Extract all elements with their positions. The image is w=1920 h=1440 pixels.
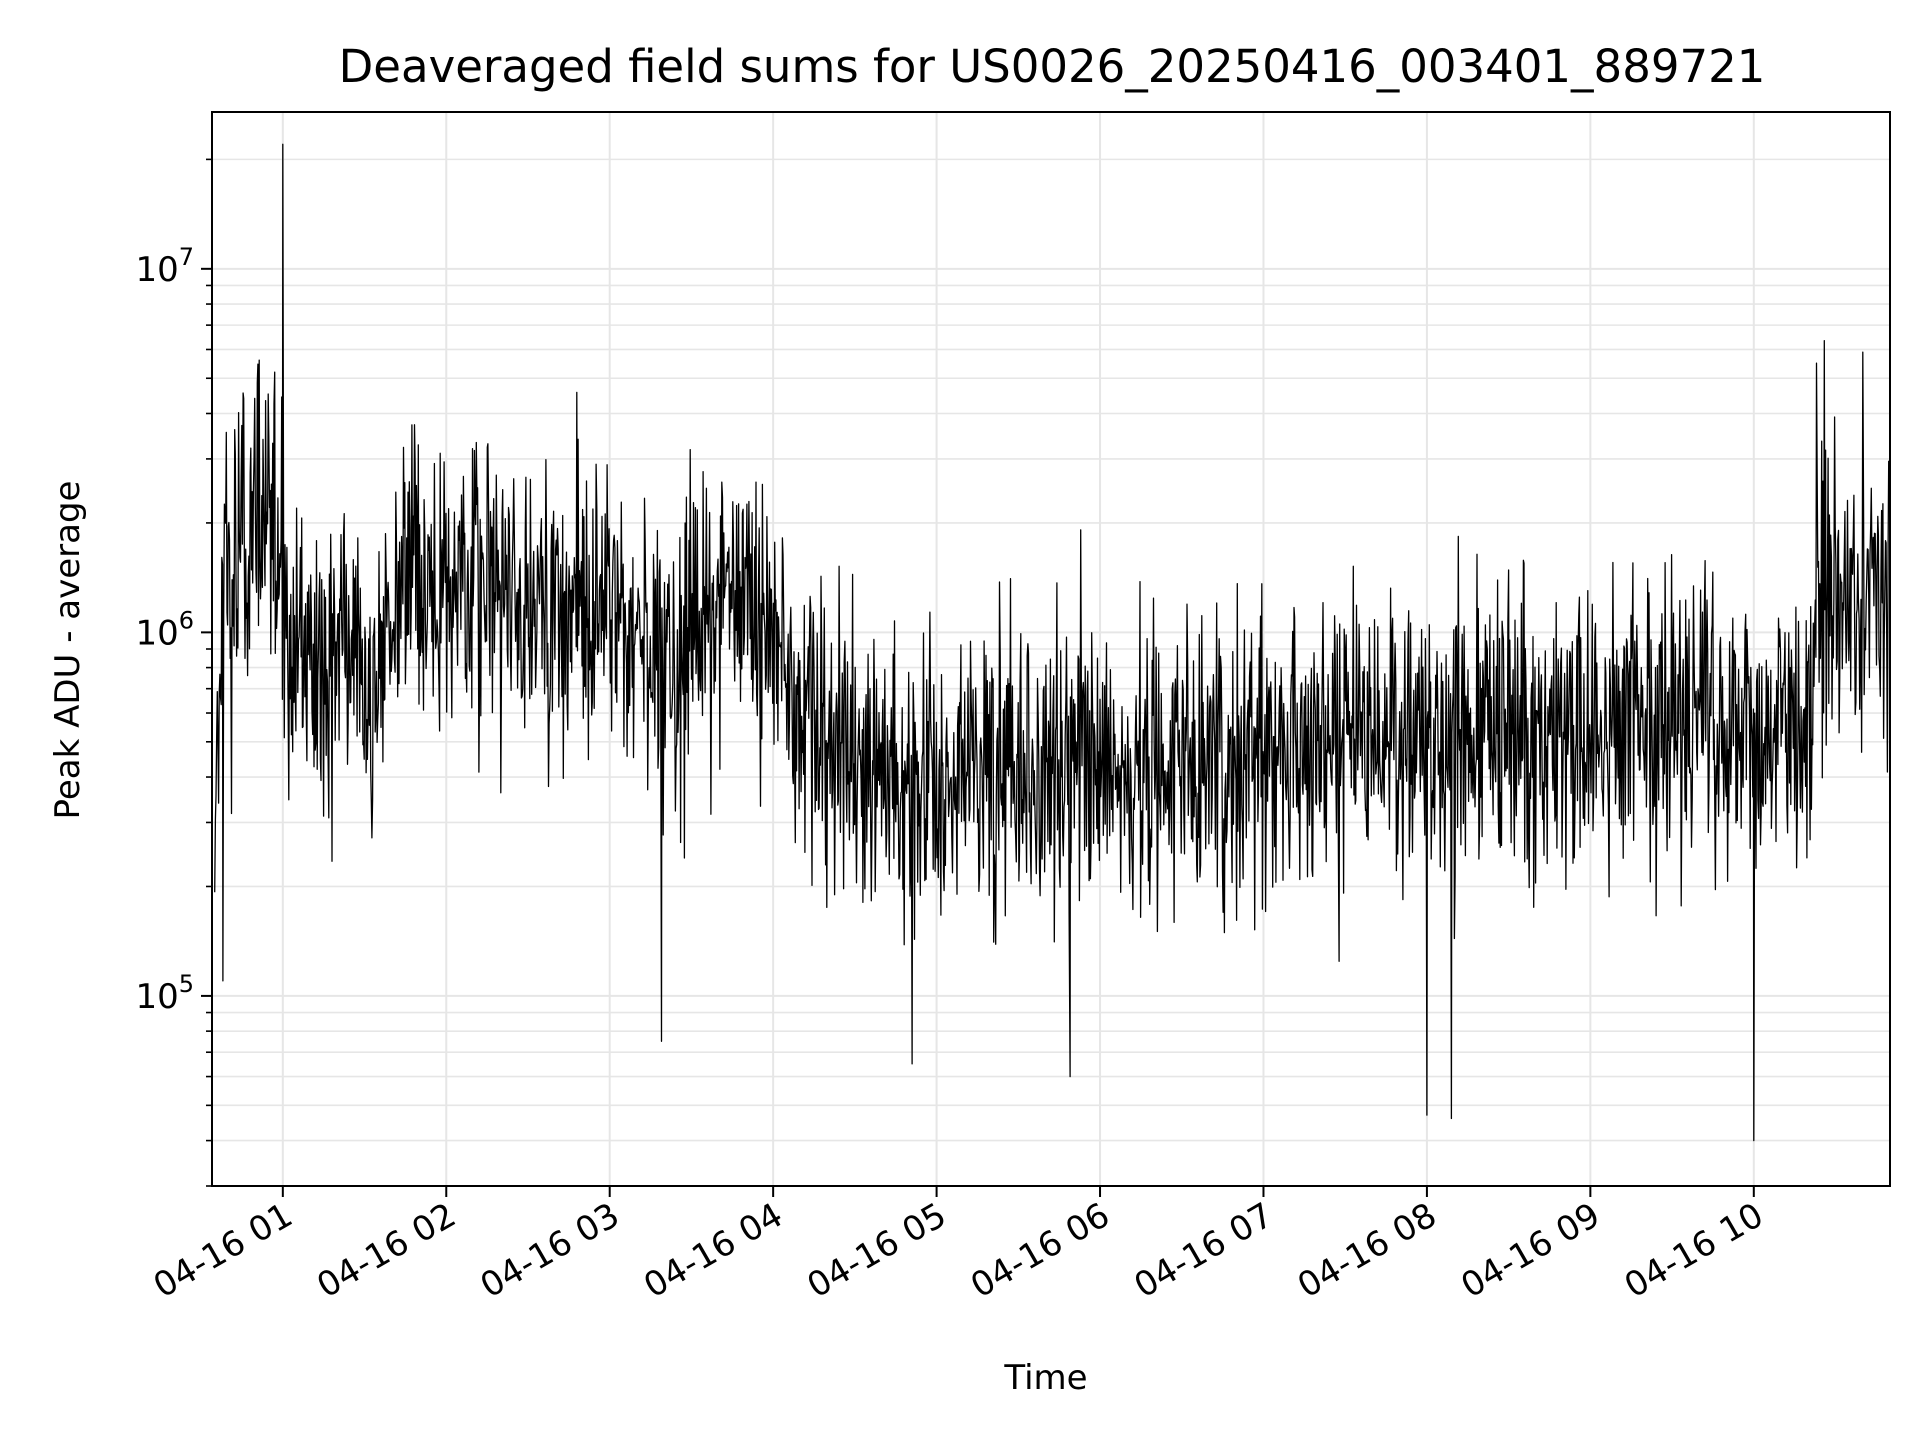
x-tick-label: 04-16 04 <box>637 1195 789 1306</box>
x-tick-label: 04-16 10 <box>1618 1195 1770 1306</box>
x-tick-label: 04-16 06 <box>964 1195 1116 1306</box>
x-tick-label: 04-16 07 <box>1128 1195 1280 1306</box>
series-line <box>214 143 1891 1142</box>
x-tick-label: 04-16 08 <box>1291 1195 1443 1306</box>
y-tick-label: 105 <box>135 970 194 1017</box>
x-tick-label: 04-16 05 <box>801 1195 953 1306</box>
grid-lines <box>212 112 1890 1187</box>
x-tick-label: 04-16 01 <box>147 1195 299 1306</box>
y-tick-label: 106 <box>135 606 194 653</box>
x-tick-label: 04-16 03 <box>474 1195 626 1306</box>
chart-title: Deaveraged field sums for US0026_2025041… <box>338 40 1766 93</box>
x-tick-label: 04-16 02 <box>310 1195 462 1306</box>
x-tick-label: 04-16 09 <box>1454 1195 1606 1306</box>
y-tick-label: 107 <box>135 243 194 290</box>
series-layer <box>214 143 1891 1142</box>
x-axis-label: Time <box>1004 1358 1088 1398</box>
